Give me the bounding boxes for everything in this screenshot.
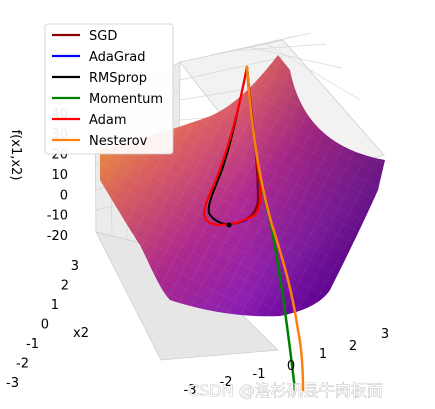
surface <box>100 55 385 317</box>
y-tick-3: 0 <box>41 318 49 333</box>
legend-label-rmsprop: RMSprop <box>89 71 147 86</box>
legend-entry-adam: Adam <box>52 113 127 128</box>
x-tick-0: -3 <box>184 383 197 398</box>
x-tick-5: 2 <box>349 339 357 354</box>
legend-entry-adagrad: AdaGrad <box>52 50 146 65</box>
legend-entry-sgd: SGD <box>52 29 117 44</box>
legend-label-sgd: SGD <box>89 29 117 44</box>
y-axis: x2 <box>73 326 89 341</box>
legend-entry-momentum: Momentum <box>52 92 163 107</box>
y-tick-4: -1 <box>26 337 39 352</box>
y-tick-0: 3 <box>71 259 79 274</box>
z-axis-label: f(x1,x2) <box>8 130 23 181</box>
y-tick-1: 2 <box>61 279 69 294</box>
y-axis-label: x2 <box>73 326 89 341</box>
z-axis: f(x1,x2) <box>8 130 23 181</box>
z-tick-1: -10 <box>47 209 68 224</box>
legend-label-adam: Adam <box>89 113 127 128</box>
legend-label-nesterov: Nesterov <box>89 134 148 149</box>
trajectory-nesterov <box>245 65 305 392</box>
y-tick-6: -3 <box>6 376 19 391</box>
legend-label-adagrad: AdaGrad <box>89 50 146 65</box>
z-tick-3: 10 <box>51 168 68 183</box>
trajectories <box>203 65 305 392</box>
x-tick-2: -1 <box>253 367 266 382</box>
z-tick-2: 0 <box>60 188 68 203</box>
legend-entry-rmsprop: RMSprop <box>52 71 147 86</box>
x-tick-3: 0 <box>287 359 295 374</box>
legend-entry-nesterov: Nesterov <box>52 134 148 149</box>
convergence-point <box>226 222 232 228</box>
legend-label-momentum: Momentum <box>89 92 163 107</box>
y-tick-2: 1 <box>51 298 59 313</box>
watermark-text: CSDN @洛杉矶县牛肉板面 <box>188 381 383 400</box>
x-tick-1: -2 <box>220 375 233 390</box>
x-tick-6: 3 <box>381 327 389 342</box>
y-tick-5: -2 <box>16 357 29 372</box>
z-tick-0: -20 <box>47 229 68 244</box>
x-tick-4: 1 <box>319 347 327 362</box>
legend: SGD AdaGrad RMSprop Momentum Adam Nester… <box>44 23 174 155</box>
